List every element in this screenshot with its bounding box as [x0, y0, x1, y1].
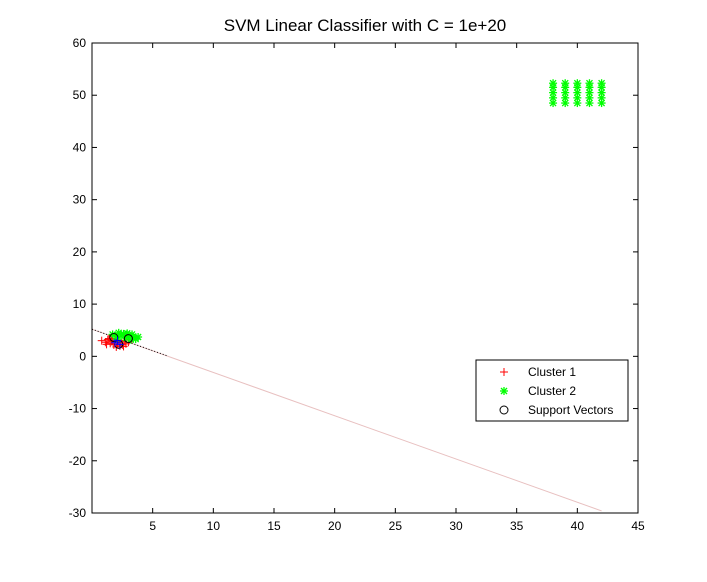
legend-marker-support-vectors	[499, 405, 509, 415]
support-vectors-point-1	[123, 334, 133, 344]
x-tick-label-1: 10	[207, 519, 221, 533]
cluster-2-point-23	[561, 79, 570, 88]
cluster-1-point-18	[119, 342, 128, 351]
y-tick-label-2: -10	[69, 402, 87, 416]
legend-marker-cluster-2-d2	[500, 387, 508, 395]
y-tick-label-8: 50	[73, 88, 87, 102]
cluster-2-point-23-d2	[561, 79, 569, 87]
cluster-2-point-30-d2	[586, 94, 593, 102]
plot-area	[92, 43, 638, 513]
extra-mark-0-2	[113, 336, 122, 345]
cluster-2-point-18	[549, 79, 558, 88]
cluster-2-point-21-d2	[561, 89, 569, 97]
x-tick-label-5: 30	[449, 519, 463, 533]
data-marks	[92, 79, 606, 512]
cluster-2-point-15-d2	[549, 94, 557, 102]
decision-boundary-line	[92, 328, 602, 512]
cluster-2-point-35	[597, 93, 606, 102]
cluster-2-point-25-d2	[573, 94, 581, 102]
y-tick-label-3: 0	[79, 349, 86, 363]
axes-box	[91, 42, 639, 514]
cluster-2-point-36-d2	[598, 89, 606, 97]
cluster-2-point-16-d2	[549, 89, 557, 97]
cluster-1-point-0	[97, 336, 106, 345]
cluster-2-point-28	[573, 79, 582, 88]
legend-marker-support-vectors-ring	[499, 405, 509, 415]
y-tick-label-0: -30	[69, 506, 87, 520]
cluster-2-point-0-d2	[109, 330, 117, 338]
cluster-2-point-24	[573, 99, 582, 108]
cluster-2-point-31-d2	[586, 89, 593, 97]
cluster-2-point-29-d2	[586, 99, 593, 107]
cluster-2-point-18-d2	[549, 79, 557, 87]
cluster-2-point-14	[549, 99, 558, 108]
cluster-2-point-16	[549, 88, 558, 97]
cluster-1-point-16	[102, 340, 111, 349]
cluster-2-point-14-d2	[549, 99, 557, 107]
cluster-2-point-10-d2	[134, 333, 142, 341]
support-vectors-point-1-ring	[123, 334, 133, 344]
legend-label-support-vectors: Support Vectors	[528, 403, 613, 417]
legend-label-cluster-2: Cluster 2	[528, 384, 576, 398]
cluster-2-point-20-d2	[561, 94, 569, 102]
cluster-2-point-24-d2	[573, 99, 581, 107]
x-tick-label-4: 25	[389, 519, 403, 533]
cluster-2-point-34-d2	[598, 99, 606, 107]
y-tick-label-1: -20	[69, 454, 87, 468]
cluster-2-point-20	[561, 93, 570, 102]
cluster-2-point-25	[573, 93, 582, 102]
legend-marker-cluster-1	[500, 368, 508, 376]
cluster-2-point-33-d2	[586, 79, 593, 87]
cluster-2-point-26-d2	[573, 89, 581, 97]
x-tick-label-8: 45	[631, 519, 645, 533]
y-tick-label-4: 10	[73, 297, 87, 311]
cluster-2-point-28-d2	[573, 79, 581, 87]
y-tick-label-6: 30	[73, 193, 87, 207]
cluster-2-point-35-d2	[598, 94, 606, 102]
y-tick-label-9: 60	[73, 36, 87, 50]
axis-ticks: 5 10 15 20 25 30 35 40 45 -30 -20 -10 0 10 20 30 40 50 60	[69, 36, 645, 533]
cluster-2-point-38	[597, 79, 606, 88]
y-tick-label-7: 40	[73, 140, 87, 154]
cluster-2-point-13-d2	[128, 330, 136, 338]
cluster-2-point-33	[585, 79, 594, 88]
chart-title: SVM Linear Classifier with C = 1e+20	[224, 16, 507, 35]
cluster-2-point-38-d2	[598, 79, 606, 87]
cluster-2-point-10	[134, 333, 143, 342]
y-tick-label-5: 20	[73, 245, 87, 259]
x-tick-label-3: 20	[328, 519, 342, 533]
legend-label-cluster-1: Cluster 1	[528, 365, 576, 379]
legend: Cluster 1 Cluster 2 Support Vectors	[475, 359, 629, 422]
x-tick-label-0: 5	[149, 519, 156, 533]
legend-marker-cluster-2	[500, 387, 508, 395]
cluster-2-point-19-d2	[561, 99, 569, 107]
x-tick-label-7: 40	[571, 519, 585, 533]
cluster-1-point-19	[104, 334, 113, 343]
x-tick-label-2: 15	[267, 519, 281, 533]
cluster-2-point-36	[597, 88, 606, 97]
x-tick-label-6: 35	[510, 519, 524, 533]
